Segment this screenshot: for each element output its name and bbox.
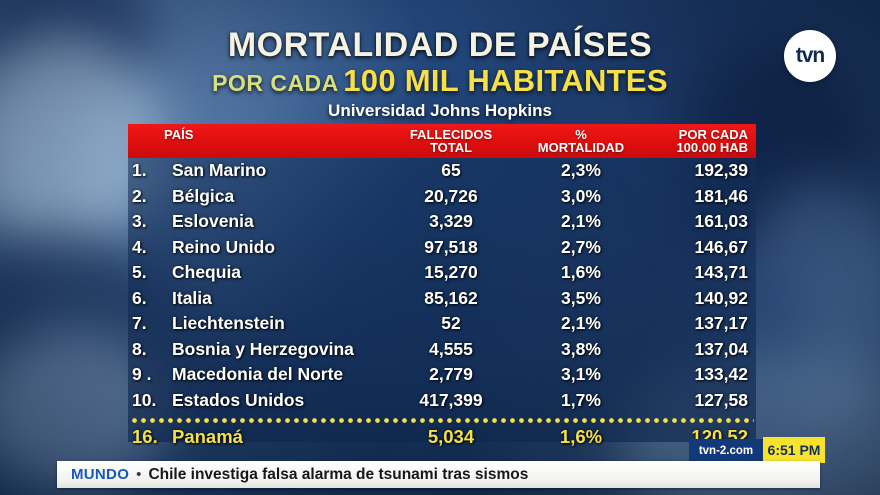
cell-rate: 192,39 — [694, 160, 748, 180]
ticker-separator-icon: • — [136, 466, 142, 483]
cell-country: Bélgica — [172, 185, 235, 206]
cell-mortality: 1,7% — [561, 389, 601, 410]
cell-rate: 146,67 — [694, 236, 748, 257]
table-row: 7. Liechtenstein 52 2,1% 137,17 — [128, 313, 756, 339]
cell-rank: 1. — [132, 160, 147, 180]
cell-rate: 140,92 — [694, 287, 748, 308]
cell-mortality: 2,1% — [561, 313, 601, 333]
column-header-mortality-line2: MORTALIDAD — [537, 140, 625, 156]
table-panel — [128, 124, 756, 442]
table-header: PAÍS FALLECIDOS TOTAL % MORTALIDAD POR C… — [128, 124, 756, 158]
cell-rank: 6. — [132, 287, 147, 308]
cell-deaths: 2,779 — [429, 364, 473, 384]
cell-deaths: 97,518 — [424, 236, 478, 257]
ticker-headline: Chile investiga falsa alarma de tsunami … — [148, 465, 529, 483]
cell-deaths: 65 — [441, 160, 461, 180]
column-header-deaths-line1: FALLECIDOS — [409, 127, 493, 142]
highlight-cell-mortality: 1,6% — [559, 426, 603, 447]
column-header-rate-line2: 100.00 HAB — [676, 140, 748, 156]
tvn-logo-text: tvn — [795, 43, 825, 67]
cell-country: Italia — [172, 287, 212, 308]
column-header-mortality: % MORTALIDAD — [516, 128, 646, 155]
cell-rank: 8. — [132, 338, 147, 359]
cell-rank: 5. — [132, 262, 147, 282]
cell-rank: 9 . — [132, 364, 152, 384]
cell-rate: 161,03 — [694, 211, 748, 231]
cell-country: Macedonia del Norte — [172, 364, 344, 384]
cell-mortality: 3,0% — [561, 185, 601, 206]
page-title: MORTALIDAD DE PAÍSES — [227, 26, 653, 64]
highlight-cell-deaths: 5,034 — [427, 426, 475, 447]
cell-rate: 137,17 — [694, 313, 748, 333]
cell-country: Eslovenia — [172, 211, 254, 231]
cell-country: Reino Unido — [172, 236, 276, 257]
highlight-cell-country: Panamá — [172, 426, 243, 447]
cell-rate: 181,46 — [694, 185, 748, 206]
title-block: MORTALIDAD DE PAÍSES POR CADA 100 MIL HA… — [0, 26, 880, 121]
cell-deaths: 417,399 — [419, 389, 483, 410]
title-subline: POR CADA 100 MIL HABITANTES — [0, 62, 880, 98]
table-row: 6. Italia 85,162 3,5% 140,92 — [128, 288, 756, 314]
cell-country: Chequia — [172, 262, 242, 282]
column-header-deaths-line2: TOTAL — [429, 140, 473, 156]
news-ticker: MUNDO • Chile investiga falsa alarma de … — [57, 461, 820, 488]
column-header-mortality-line1: % — [575, 127, 587, 142]
column-header-deaths: FALLECIDOS TOTAL — [386, 128, 516, 155]
table-body: 1. San Marino 65 2,3% 192,39 2. Bélgica … — [128, 160, 756, 415]
cell-mortality: 3,5% — [561, 287, 601, 308]
column-header-rate-line1: POR CADA — [678, 127, 748, 142]
cell-mortality: 3,8% — [561, 338, 601, 359]
cell-deaths: 52 — [441, 313, 461, 333]
tvn-logo-icon: tvn — [784, 30, 836, 82]
cell-mortality: 2,1% — [561, 211, 601, 231]
highlight-cell-rank: 16. — [132, 426, 158, 447]
cell-mortality: 2,7% — [561, 236, 601, 257]
cell-rate: 127,58 — [694, 389, 748, 410]
table-row: 10. Estados Unidos 417,399 1,7% 127,58 — [128, 390, 756, 416]
table-row: 3. Eslovenia 3,329 2,1% 161,03 — [128, 211, 756, 237]
dotted-divider — [130, 417, 754, 424]
cell-mortality: 3,1% — [561, 364, 601, 384]
table-row: 4. Reino Unido 97,518 2,7% 146,67 — [128, 237, 756, 263]
website-badge: tvn-2.com — [689, 439, 763, 462]
cell-deaths: 85,162 — [424, 287, 478, 308]
cell-rank: 10. — [132, 389, 157, 410]
cell-rank: 3. — [132, 211, 147, 231]
cell-rate: 143,71 — [694, 262, 748, 282]
title-emphasis: 100 MIL HABITANTES — [343, 62, 668, 98]
cell-rank: 2. — [132, 185, 147, 206]
cell-rate: 137,04 — [694, 338, 748, 359]
website-badge-label: tvn-2.com — [698, 444, 754, 457]
table-row: 9 . Macedonia del Norte 2,779 3,1% 133,4… — [128, 364, 756, 390]
table-row: 2. Bélgica 20,726 3,0% 181,46 — [128, 186, 756, 212]
cell-country: Bosnia y Herzegovina — [172, 338, 354, 359]
table-row: 8. Bosnia y Herzegovina 4,555 3,8% 137,0… — [128, 339, 756, 365]
column-header-country: PAÍS — [164, 127, 194, 142]
cell-deaths: 4,555 — [429, 338, 473, 359]
cell-mortality: 1,6% — [561, 262, 601, 282]
cell-deaths: 20,726 — [424, 185, 478, 206]
highlighted-table-row: 16. Panamá 5,034 1,6% 120,52 — [128, 426, 756, 452]
clock-label: 6:51 PM — [767, 442, 821, 458]
title-prefix: POR CADA — [212, 69, 339, 96]
data-source-label: Universidad Johns Hopkins — [328, 101, 552, 121]
cell-rank: 7. — [132, 313, 147, 333]
cell-deaths: 3,329 — [429, 211, 473, 231]
cell-rank: 4. — [132, 236, 147, 257]
cell-deaths: 15,270 — [424, 262, 478, 282]
cell-country: Liechtenstein — [172, 313, 285, 333]
column-header-rate: POR CADA 100.00 HAB — [628, 128, 748, 155]
cell-rate: 133,42 — [694, 364, 748, 384]
ticker-category: MUNDO — [71, 466, 130, 483]
cell-country: Estados Unidos — [172, 389, 305, 410]
table-row: 1. San Marino 65 2,3% 192,39 — [128, 160, 756, 186]
cell-mortality: 2,3% — [561, 160, 601, 180]
table-row: 5. Chequia 15,270 1,6% 143,71 — [128, 262, 756, 288]
clock-badge: 6:51 PM — [763, 437, 825, 463]
cell-country: San Marino — [172, 160, 267, 180]
